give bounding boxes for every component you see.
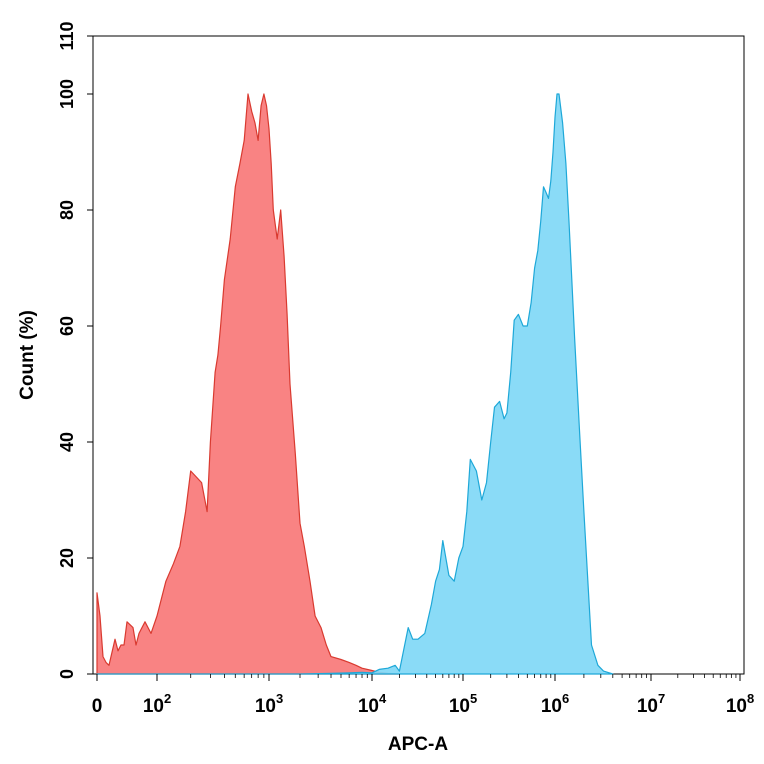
x-tick-base: 10 [637,696,658,717]
y-tick-label: 60 [57,316,77,336]
x-tick-label: 103 [255,691,283,717]
x-tick-exponent: 2 [164,691,171,706]
x-tick-exponent: 8 [747,691,754,706]
y-axis-title: Count (%) [17,310,38,400]
y-tick-label: 80 [57,200,77,220]
x-tick-exponent: 3 [276,691,283,706]
x-tick-base: 10 [358,696,379,717]
x-tick-label: 104 [358,691,387,717]
x-tick-label: 105 [449,691,477,717]
x-tick-base: 10 [541,696,562,717]
x-axis-title: APC-A [388,734,448,755]
x-tick-exponent: 5 [470,691,477,706]
x-tick-exponent: 4 [379,691,387,706]
y-tick-label: 0 [57,669,77,679]
x-tick-label: 0 [92,696,103,717]
histogram-series-1 [96,93,400,675]
x-tick-label: 108 [726,691,754,717]
y-tick-label: 20 [57,548,77,568]
x-tick-base: 0 [92,696,103,717]
x-tick-label: 102 [143,691,171,717]
histogram-series-2 [96,93,614,675]
y-tick-label: 100 [57,79,77,109]
y-tick-label: 110 [57,21,77,50]
x-tick-base: 10 [255,696,276,717]
x-tick-label: 106 [541,691,569,717]
x-tick-label: 107 [637,691,665,717]
x-tick-exponent: 6 [562,691,569,706]
x-tick-exponent: 7 [658,691,665,706]
y-tick-label: 40 [57,432,77,452]
x-tick-base: 10 [726,696,747,717]
x-tick-base: 10 [143,696,164,717]
x-tick-base: 10 [449,696,470,717]
